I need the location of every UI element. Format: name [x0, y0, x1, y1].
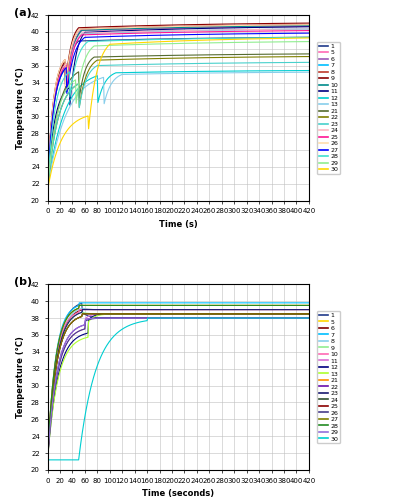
- X-axis label: Time (seconds): Time (seconds): [142, 489, 214, 498]
- Legend: 1, 5, 6, 7, 8, 9, 10, 11, 12, 13, 21, 22, 23, 24, 25, 26, 27, 28, 29, 30: 1, 5, 6, 7, 8, 9, 10, 11, 12, 13, 21, 22…: [317, 42, 340, 174]
- Y-axis label: Temperature (°C): Temperature (°C): [16, 336, 25, 418]
- Legend: 1, 5, 6, 7, 8, 9, 10, 11, 12, 13, 21, 22, 23, 24, 25, 26, 27, 28, 29, 30: 1, 5, 6, 7, 8, 9, 10, 11, 12, 13, 21, 22…: [317, 311, 340, 444]
- Text: (b): (b): [13, 277, 32, 287]
- Y-axis label: Temperature (°C): Temperature (°C): [16, 67, 25, 149]
- Text: (a): (a): [13, 8, 31, 18]
- X-axis label: Time (s): Time (s): [159, 220, 198, 229]
